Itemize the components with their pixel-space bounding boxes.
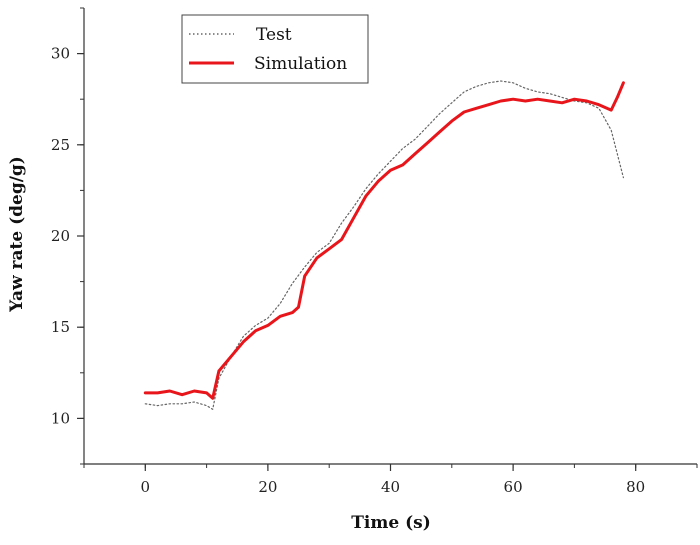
y-tick-label: 20 — [51, 227, 70, 245]
y-axis-title: Yaw rate (deg/g) — [7, 156, 27, 313]
series-layer — [143, 80, 625, 410]
series-line-test — [144, 80, 625, 410]
x-tick-label: 20 — [258, 478, 277, 496]
x-tick-label: 40 — [381, 478, 400, 496]
x-axis-title: Time (s) — [351, 513, 431, 533]
x-tick-label: 80 — [626, 478, 645, 496]
x-tick-label: 60 — [504, 478, 523, 496]
legend-test-label: Test — [256, 25, 292, 45]
y-tick-label: 10 — [51, 409, 70, 427]
y-tick-label: 25 — [51, 136, 70, 154]
legend: Test Simulation — [181, 14, 369, 84]
legend-simulation-label: Simulation — [254, 54, 347, 74]
series-line-simulation — [143, 81, 625, 400]
y-tick-label: 15 — [51, 318, 70, 336]
x-tick-label: 0 — [141, 478, 151, 496]
axes: 0 20 40 60 80 10 15 20 25 30 — [51, 7, 698, 496]
legend-box — [181, 14, 369, 84]
y-tick-label: 30 — [51, 45, 70, 63]
